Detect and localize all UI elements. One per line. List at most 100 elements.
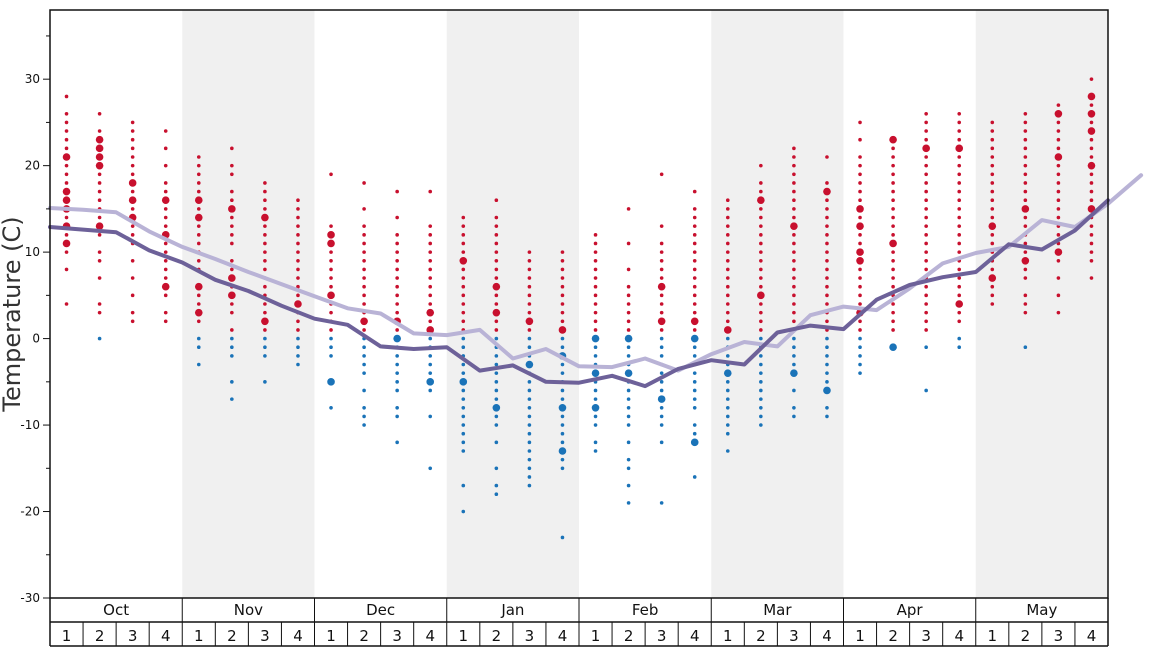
scatter-point bbox=[230, 258, 234, 263]
week-label: 1 bbox=[326, 627, 336, 645]
scatter-point bbox=[759, 380, 763, 384]
scatter-point bbox=[593, 302, 598, 306]
scatter-point bbox=[461, 302, 466, 306]
scatter-point bbox=[924, 241, 928, 246]
scatter-point bbox=[924, 129, 928, 133]
scatter-point bbox=[924, 267, 928, 272]
week-label: 4 bbox=[822, 627, 832, 645]
scatter-point bbox=[825, 224, 829, 228]
scatter-point bbox=[263, 224, 267, 228]
scatter-point bbox=[692, 431, 697, 436]
week-label: 2 bbox=[1021, 627, 1031, 645]
scatter-point bbox=[527, 431, 532, 436]
scatter-point bbox=[428, 224, 433, 228]
scatter-point bbox=[692, 250, 697, 254]
scatter-point bbox=[1089, 172, 1094, 177]
scatter-point bbox=[1023, 345, 1028, 350]
scatter-point bbox=[790, 369, 798, 377]
scatter-point bbox=[957, 345, 962, 350]
scatter-point bbox=[957, 284, 962, 289]
scatter-point bbox=[891, 302, 895, 306]
scatter-point bbox=[759, 388, 763, 393]
scatter-point bbox=[924, 198, 928, 203]
scatter-point bbox=[395, 250, 399, 254]
scatter-point bbox=[1023, 241, 1028, 246]
scatter-point bbox=[527, 405, 532, 410]
month-band-nov bbox=[182, 10, 315, 598]
scatter-point bbox=[1056, 233, 1061, 237]
week-label: 3 bbox=[921, 627, 931, 645]
scatter-point bbox=[428, 371, 433, 375]
scatter-point bbox=[560, 466, 565, 471]
scatter-point bbox=[792, 189, 796, 194]
scatter-point bbox=[196, 293, 201, 298]
scatter-point bbox=[196, 362, 201, 367]
scatter-point bbox=[626, 293, 631, 298]
scatter-point bbox=[64, 111, 69, 116]
scatter-point bbox=[263, 198, 267, 203]
scatter-point bbox=[494, 215, 499, 220]
scatter-point bbox=[626, 388, 631, 393]
scatter-point bbox=[428, 233, 433, 237]
scatter-point bbox=[858, 181, 862, 185]
scatter-point bbox=[426, 326, 435, 334]
scatter-point bbox=[494, 302, 499, 306]
scatter-point bbox=[362, 207, 366, 211]
scatter-point bbox=[759, 362, 763, 367]
scatter-point bbox=[362, 354, 366, 358]
scatter-point bbox=[792, 215, 796, 220]
scatter-point bbox=[494, 440, 499, 445]
scatter-point bbox=[130, 233, 135, 237]
scatter-point bbox=[1023, 172, 1028, 177]
scatter-point bbox=[692, 241, 697, 246]
scatter-point bbox=[759, 224, 763, 228]
scatter-point bbox=[825, 284, 829, 289]
scatter-point bbox=[196, 258, 201, 263]
scatter-point bbox=[924, 207, 928, 211]
scatter-point bbox=[990, 120, 995, 125]
scatter-point bbox=[690, 317, 699, 326]
scatter-point bbox=[97, 215, 102, 220]
scatter-point bbox=[494, 224, 499, 228]
scatter-point bbox=[692, 207, 697, 211]
scatter-point bbox=[64, 94, 69, 99]
scatter-point bbox=[163, 276, 168, 280]
scatter-point bbox=[924, 163, 928, 168]
scatter-point bbox=[130, 258, 135, 263]
scatter-point bbox=[825, 380, 829, 384]
scatter-point bbox=[957, 163, 962, 168]
scatter-point bbox=[560, 293, 565, 298]
scatter-point bbox=[560, 302, 565, 306]
scatter-point bbox=[327, 291, 335, 300]
scatter-point bbox=[924, 302, 928, 306]
week-label: 4 bbox=[690, 627, 700, 645]
scatter-point bbox=[163, 224, 168, 228]
scatter-point bbox=[163, 319, 168, 324]
scatter-point bbox=[692, 345, 697, 350]
week-label: 3 bbox=[525, 627, 535, 645]
scatter-point bbox=[395, 328, 399, 332]
scatter-point bbox=[1056, 293, 1061, 298]
scatter-point bbox=[230, 172, 234, 177]
scatter-point bbox=[593, 345, 598, 350]
scatter-point bbox=[593, 414, 598, 419]
scatter-point bbox=[1023, 198, 1028, 203]
scatter-point bbox=[130, 120, 135, 125]
scatter-point bbox=[957, 155, 962, 159]
scatter-point bbox=[558, 326, 567, 334]
scatter-point bbox=[395, 284, 399, 289]
scatter-point bbox=[196, 319, 201, 324]
scatter-point bbox=[492, 308, 501, 317]
scatter-point bbox=[1089, 181, 1094, 185]
scatter-point bbox=[130, 155, 135, 159]
scatter-point bbox=[228, 205, 236, 213]
scatter-point bbox=[527, 380, 532, 384]
scatter-point bbox=[759, 336, 763, 341]
scatter-point bbox=[395, 233, 399, 237]
scatter-point bbox=[97, 276, 102, 280]
scatter-point bbox=[889, 343, 897, 352]
scatter-point bbox=[659, 241, 664, 246]
scatter-point bbox=[657, 282, 666, 291]
week-label: 4 bbox=[425, 627, 435, 645]
scatter-point bbox=[725, 215, 730, 220]
